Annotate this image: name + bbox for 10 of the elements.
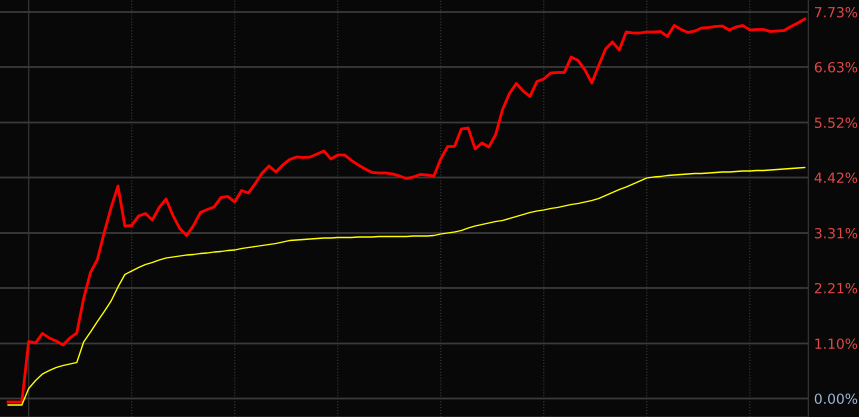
line-series	[6, 18, 806, 404]
y-tick-label: 7.73%	[814, 6, 858, 18]
y-tick-label: 4.42%	[814, 172, 858, 183]
y-tick-label: 0.00%	[814, 393, 858, 404]
y-tick-label: 3.31%	[814, 228, 858, 238]
line-series	[7, 166, 806, 406]
y-tick-label: 6.63%	[814, 62, 858, 72]
y-tick-label: 1.10%	[815, 338, 858, 349]
y-tick-label: 2.21%	[814, 282, 858, 294]
y-tick-label: 5.52%	[814, 117, 858, 128]
